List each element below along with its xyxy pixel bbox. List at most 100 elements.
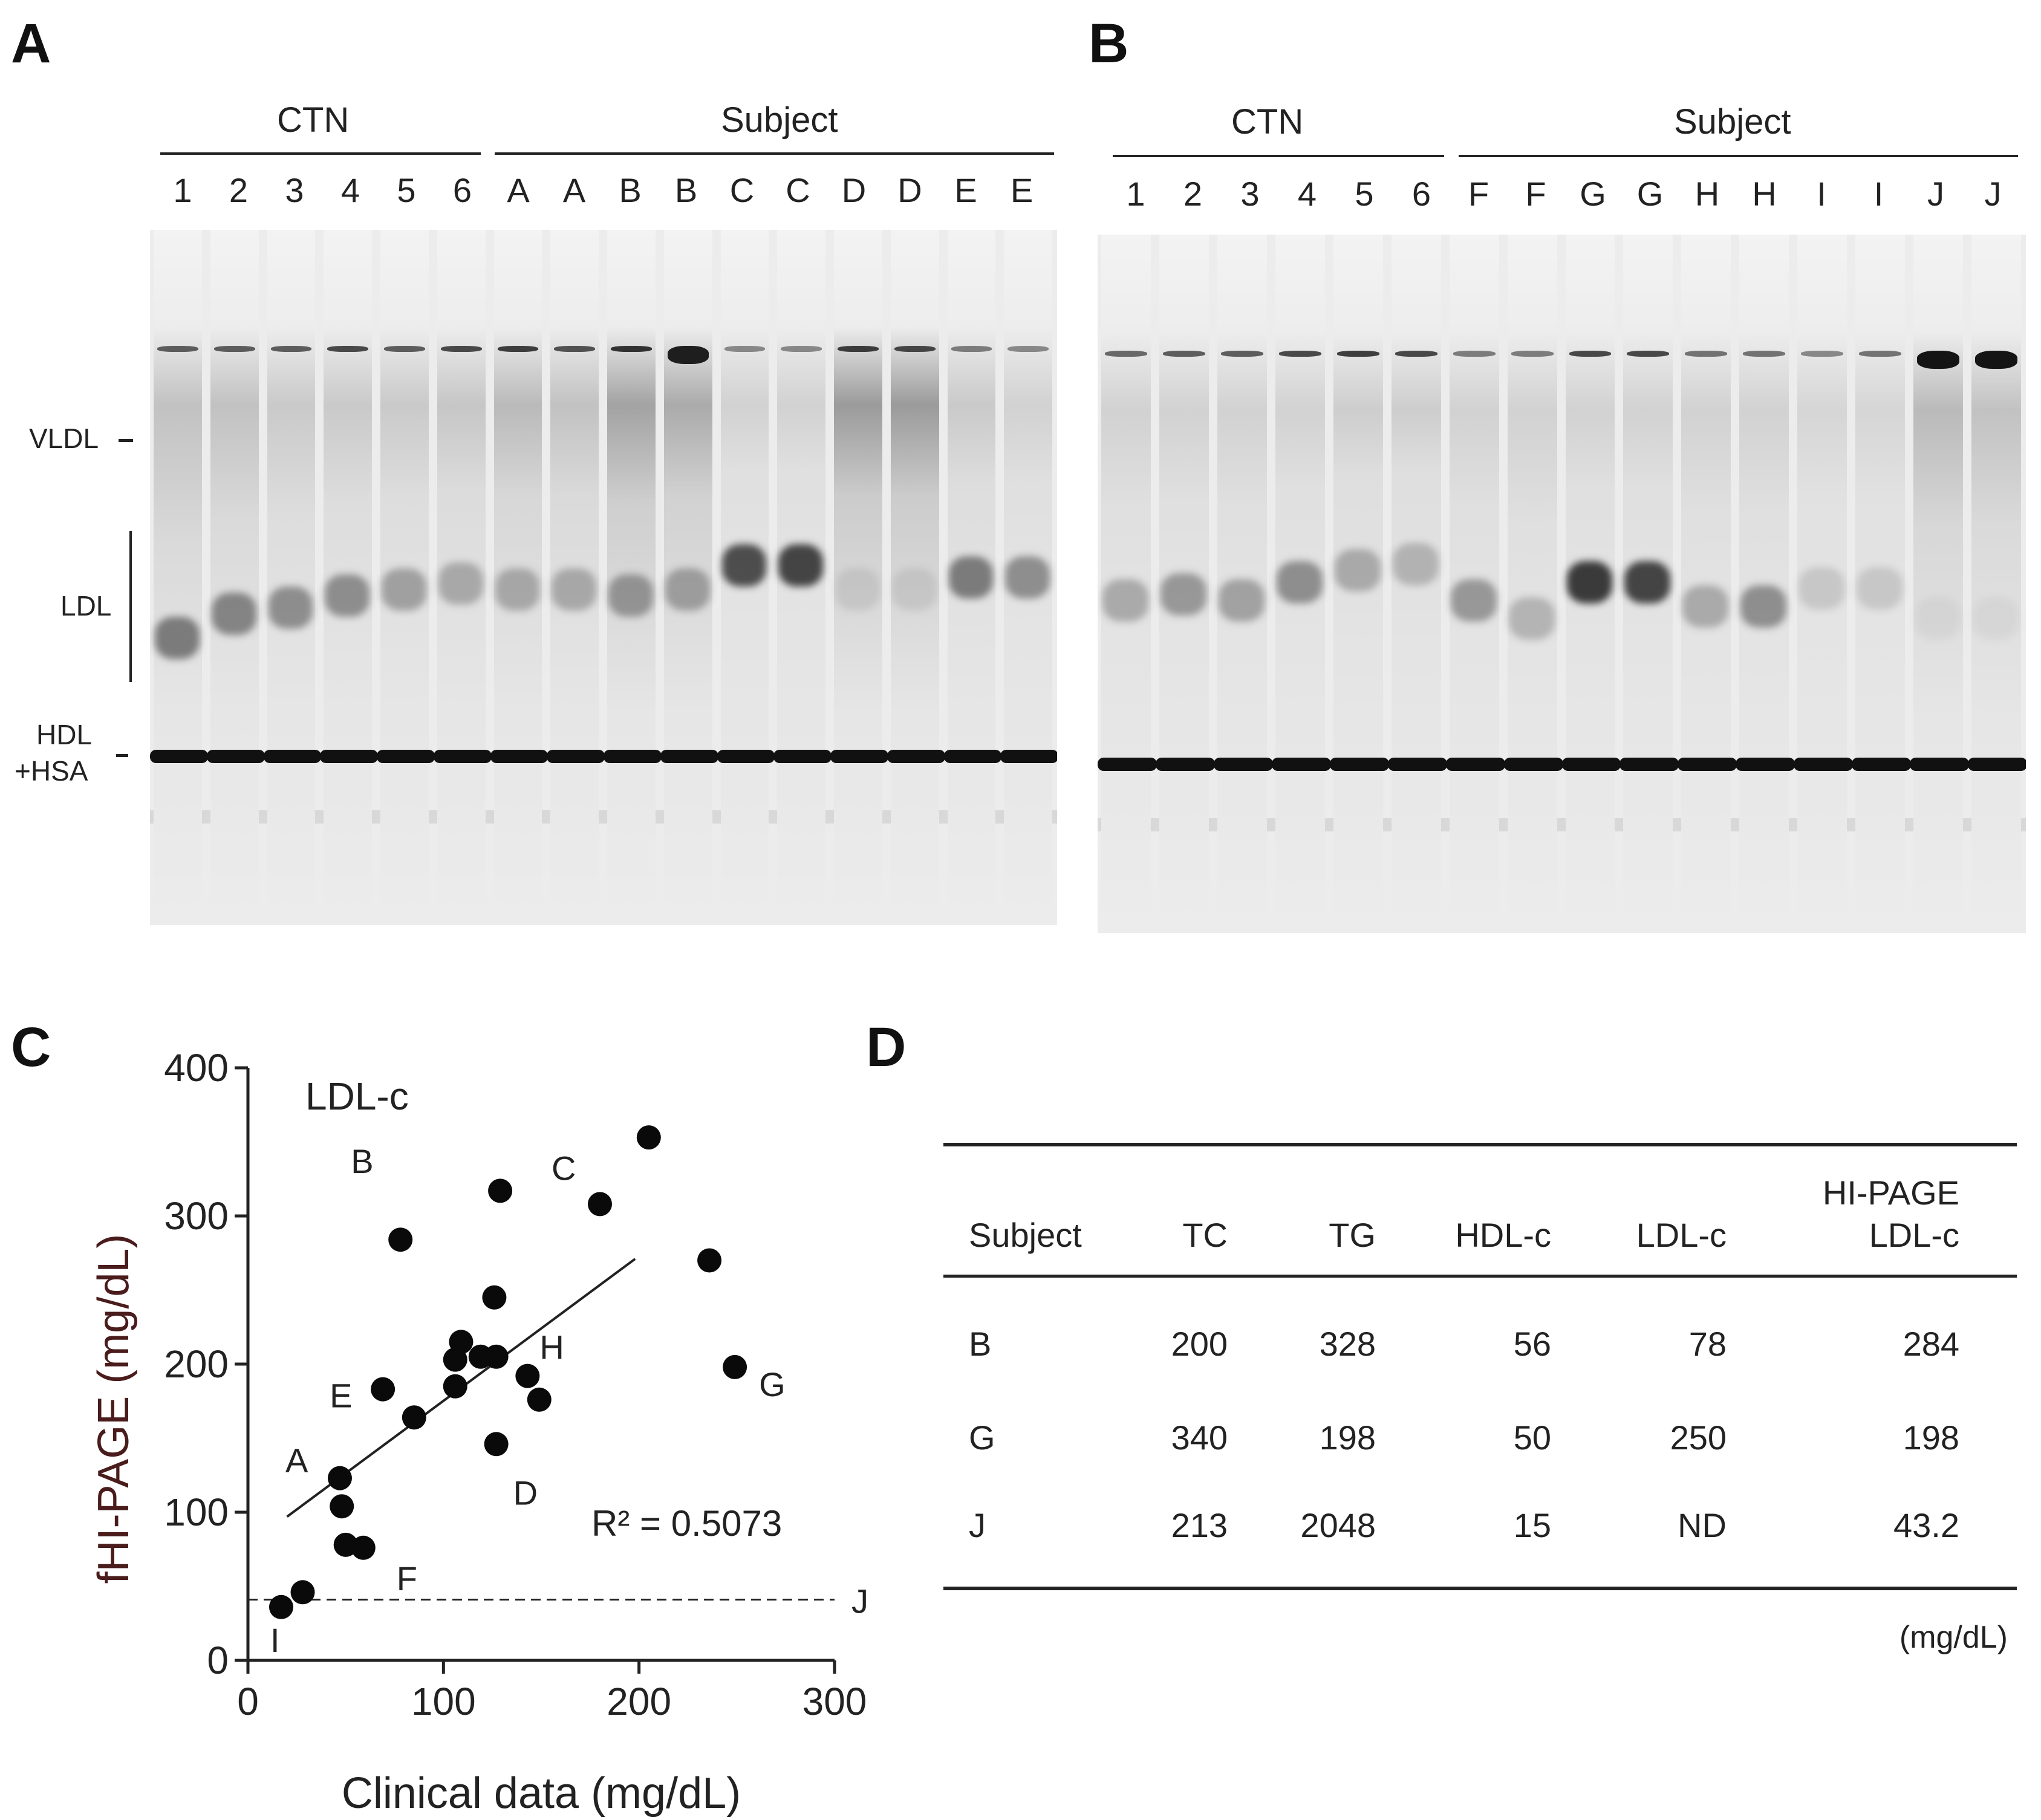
gel-ldl-band [268,587,313,629]
gel-ldl-band [1508,597,1555,640]
gel-lane [663,230,712,925]
lane-label: 1 [173,171,192,209]
table-cell: 198 [1319,1419,1376,1457]
gel-ldl-band [211,593,256,635]
table-header-hdl: HDL-c [1455,1216,1551,1254]
gel-lane [1971,235,2021,933]
chart-point-labels: I A F E B D H C G [270,1142,786,1659]
vldl-tick [119,439,133,442]
gel-a-ctn-bracket [160,152,481,155]
table-header-tc: TC [1182,1216,1228,1254]
gel-ldl-band [1624,561,1671,603]
table-header-rule [943,1275,2017,1278]
gel-hdl-band [604,750,662,763]
table-header-hipage-line1: HI-PAGE [1822,1174,1959,1212]
table-header-hipage-line2: LDL-c [1869,1216,1959,1254]
gel-ldl-band [1857,567,1903,609]
gel-ldl-band [835,568,880,611]
table-cell: 200 [1171,1325,1228,1363]
gel-hdl-band [943,750,1002,763]
data-point [697,1248,722,1273]
gel-ldl-band [1682,585,1729,628]
gel-origin-band [1627,351,1670,357]
y-tick-label: 400 [164,1046,229,1090]
data-point [351,1535,376,1560]
data-point [588,1192,612,1217]
table-unit: (mg/dL) [1899,1620,2008,1655]
gel-hdl-band [1271,758,1331,771]
data-point [269,1594,293,1619]
lane-label: E [954,171,977,209]
gel-origin-band [1859,351,1902,357]
gel-lane [1681,235,1731,933]
gel-ldl-band [778,544,823,587]
table-cell: 250 [1670,1419,1727,1457]
lane-label: 6 [452,171,472,209]
data-point [723,1354,747,1379]
y-tick-label: 200 [164,1342,229,1386]
table-cell: 15 [1513,1506,1551,1544]
data-point [290,1580,315,1605]
ldl-label: LDL [60,590,112,622]
gel-origin-band [1917,351,1960,369]
gel-ldl-band [721,544,767,587]
gel-hdl-band [887,750,945,763]
gel-origin-band [1511,351,1554,357]
panel-label-a: A [11,13,51,74]
lane-label: I [1873,175,1884,213]
gel-b-ctn-bracket [1113,155,1444,157]
gel-b-subject-bracket [1459,155,2018,157]
gel-hdl-band [150,750,208,763]
gel-ldl-band [382,568,426,611]
gel-lane [834,230,882,925]
chart-points [269,1125,747,1619]
gel-hdl-band [490,750,548,763]
gel-ldl-band [1160,573,1206,616]
gel-origin-band [157,346,198,352]
lane-label: J [1984,175,2002,213]
gel-ldl-band [1973,597,2019,640]
gel-origin-band [1975,351,2017,369]
gel-hdl-band [1561,758,1621,771]
lane-label: E [1010,171,1034,209]
gel-a-subject-bracket [495,152,1054,155]
table-cell: 328 [1319,1325,1376,1363]
y-tick-label: 300 [164,1194,229,1238]
gel-lane [267,230,316,925]
ldl-scatter-chart: 0 100 200 300 0 100 200 300 400 J I A F E B D H C G LDL-… [90,1046,868,1818]
gel-lane [550,230,599,925]
gel-hdl-band [1213,758,1273,771]
gel-origin-band [1395,351,1437,357]
gel-origin-band [1569,351,1612,357]
lane-label: H [1752,175,1777,213]
gel-origin-band [440,346,482,352]
point-label: E [330,1377,352,1415]
table-cell: 56 [1513,1325,1551,1363]
gel-origin-band [1801,351,1844,357]
gel-hdl-band [1678,758,1737,771]
gel-hdl-band [320,750,378,763]
gel-lane [324,230,372,925]
gel-ldl-band [438,562,483,605]
gel-ldl-band [1334,549,1381,591]
data-point [330,1494,354,1519]
panel-label-d: D [866,1016,907,1078]
gel-ldl-band [1392,543,1439,585]
point-label: D [513,1474,538,1512]
gel-hdl-band [1968,758,2026,771]
data-point [484,1432,509,1457]
lane-label: 5 [1355,175,1374,213]
gel-lane [380,230,429,925]
gel-hdl-band [1503,758,1563,771]
gel-origin-band [327,346,368,352]
table-cell: 340 [1171,1419,1228,1457]
point-label: H [539,1328,564,1367]
gel-origin-band [724,346,766,352]
lane-label: 5 [397,171,416,209]
gel-hdl-band [1852,758,1912,771]
gel-lane [154,230,202,925]
lane-label: D [897,171,922,209]
lane-label: 6 [1411,175,1431,213]
gel-origin-band [1685,351,1728,357]
chart-annotation-r2: R² = 0.5073 [591,1503,782,1544]
